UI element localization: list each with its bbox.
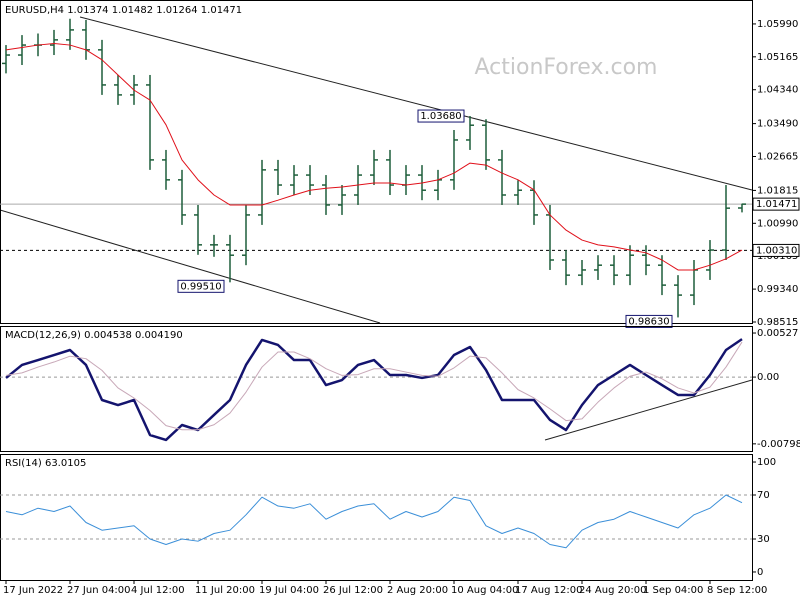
x-tick-label: 27 Jun 04:00 [67, 585, 131, 596]
y-tick-label: 30 [757, 534, 770, 545]
y-tick-label: 1.02665 [757, 152, 798, 163]
y-tick-label: 0.98515 [757, 317, 798, 328]
annotation-box [177, 279, 225, 293]
panel-frame [0, 454, 753, 581]
x-tick-label: 26 Jul 12:00 [323, 585, 383, 596]
x-tick-label: 19 Jul 04:00 [259, 585, 319, 596]
annotation-label: 1.03680 [420, 111, 461, 122]
x-tick-label: 2 Aug 20:00 [387, 585, 448, 596]
x-tick-label: 24 Aug 20:00 [579, 585, 646, 596]
macd-trendline [544, 379, 753, 441]
level-label: 1.00310 [756, 245, 797, 256]
y-tick-label: 0.99340 [757, 284, 798, 295]
annotation-box [625, 314, 673, 328]
moving-average [5, 42, 743, 271]
price-header: EURUSD,H4 1.01374 1.01482 1.01264 1.0147… [5, 5, 242, 16]
rsi-header: RSI(14) 63.0105 [5, 458, 86, 469]
x-tick-label: 8 Sep 12:00 [707, 585, 767, 596]
y-tick-label: 1.01815 [757, 185, 798, 196]
y-tick-label: 0.00527 [757, 328, 798, 339]
channel-lower [0, 209, 381, 324]
y-tick-label: 1.00990 [757, 218, 798, 229]
y-tick-label: 1.05165 [757, 52, 798, 63]
level-box [752, 197, 800, 211]
y-tick-label: 100 [757, 457, 776, 468]
indicator-line [5, 494, 743, 549]
level-box [752, 243, 800, 257]
annotation-box [417, 109, 465, 123]
x-tick-label: 17 Jun 2022 [3, 585, 63, 596]
indicator-line [5, 338, 743, 442]
y-tick-label: 70 [757, 490, 770, 501]
x-tick-label: 4 Jul 12:00 [131, 585, 185, 596]
y-tick-label: 1.04340 [757, 85, 798, 96]
panel-frame [0, 0, 753, 324]
x-tick-label: 10 Aug 04:00 [451, 585, 518, 596]
x-tick-label: 11 Jul 20:00 [195, 585, 255, 596]
panel-frame [0, 326, 753, 452]
x-tick-label: 1 Sep 04:00 [643, 585, 703, 596]
y-tick-label: -0.007984 [757, 439, 800, 450]
annotation-label: 0.98630 [628, 316, 669, 327]
y-tick-label: 1.05990 [757, 19, 798, 30]
level-label: 1.01471 [756, 199, 797, 210]
y-tick-label: 0.00 [757, 372, 779, 383]
watermark: ActionForex.com [475, 55, 658, 80]
annotation-label: 0.99510 [180, 281, 221, 292]
y-tick-label: 0 [757, 567, 763, 578]
macd-header: MACD(12,26,9) 0.004538 0.004190 [5, 330, 183, 341]
channel-upper [79, 16, 753, 191]
indicator-line [5, 341, 743, 431]
y-tick-label: 1.03490 [757, 119, 798, 130]
x-tick-label: 17 Aug 12:00 [515, 585, 582, 596]
